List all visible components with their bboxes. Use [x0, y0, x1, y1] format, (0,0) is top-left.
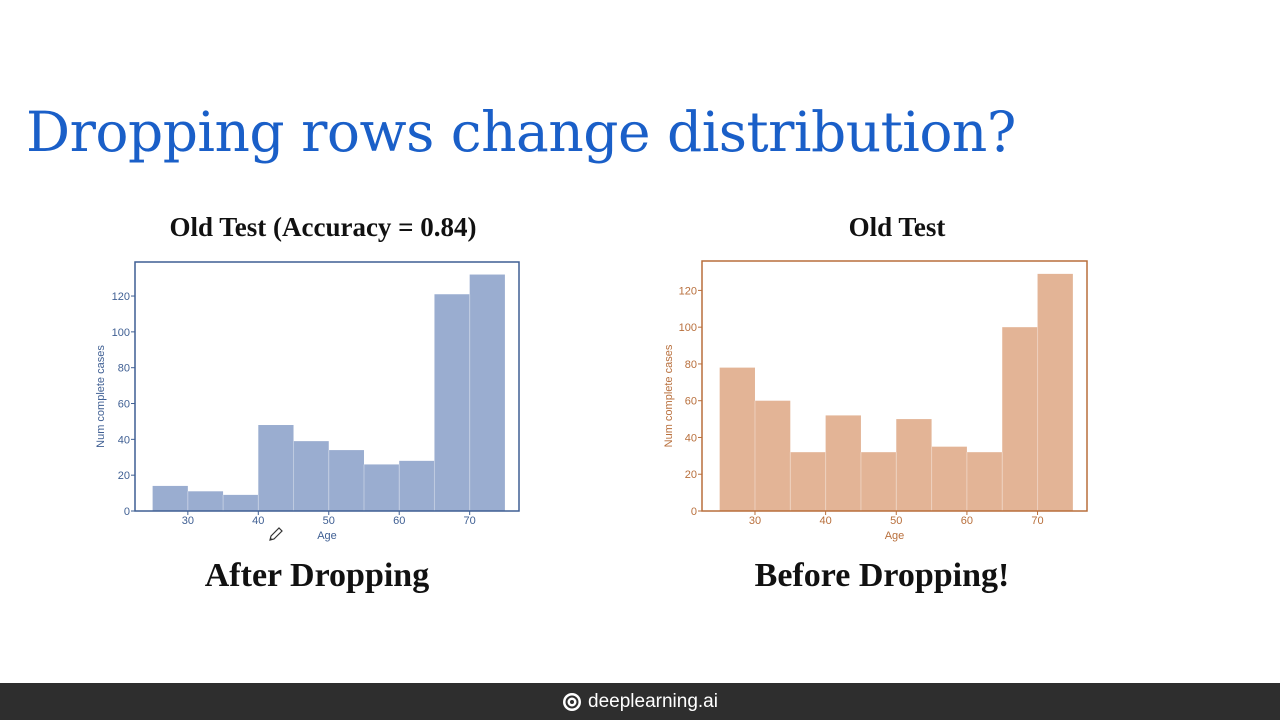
- histogram-bar: [790, 452, 826, 511]
- x-tick-label: 70: [1031, 515, 1043, 527]
- x-axis-label: Age: [317, 530, 337, 542]
- x-tick-label: 40: [252, 515, 264, 527]
- x-tick-label: 70: [464, 515, 476, 527]
- histogram-bar: [187, 491, 224, 511]
- caption-before-dropping: Before Dropping!: [754, 557, 1010, 594]
- x-tick-label: 60: [961, 515, 973, 527]
- slide-title: Dropping rows change distribution?: [26, 100, 1016, 164]
- plot-frame: [134, 261, 520, 512]
- histogram-bar: [966, 452, 1003, 511]
- histogram-bar: [399, 460, 435, 511]
- histogram-bar: [1002, 327, 1038, 511]
- y-tick-label: 60: [685, 396, 697, 408]
- chart-title-before: Old Test: [848, 212, 946, 242]
- y-tick-label: 120: [679, 285, 697, 297]
- y-axis-label: Num complete cases: [663, 344, 675, 447]
- pencil-cursor-icon: [269, 527, 283, 541]
- histogram-bar: [860, 452, 897, 511]
- y-tick-label: 0: [691, 506, 697, 518]
- y-tick-label: 80: [685, 359, 697, 371]
- y-tick-label: 0: [124, 506, 130, 518]
- y-tick-label: 20: [685, 469, 697, 481]
- y-tick-label: 120: [112, 291, 130, 303]
- footer-bar: deeplearning.ai: [0, 683, 1280, 720]
- histogram-bar: [825, 415, 861, 511]
- y-tick-label: 20: [118, 470, 130, 482]
- x-tick-label: 50: [890, 515, 902, 527]
- deeplearning-logo-icon: [563, 692, 582, 711]
- x-tick-label: 30: [182, 515, 194, 527]
- y-tick-label: 40: [685, 432, 697, 444]
- histogram-bar: [328, 450, 364, 511]
- x-tick-label: 30: [749, 515, 761, 527]
- histogram-bar: [293, 441, 329, 511]
- y-tick-label: 100: [679, 322, 697, 334]
- chart-title-after: Old Test (Accuracy = 0.84): [169, 212, 477, 242]
- caption-after-dropping: After Dropping: [204, 557, 430, 594]
- histogram-bar: [931, 446, 967, 511]
- x-tick-label: 60: [393, 515, 405, 527]
- histogram-bar: [719, 367, 755, 511]
- histogram-bar: [896, 419, 932, 511]
- histogram-bar: [363, 464, 400, 511]
- y-axis-label: Num complete cases: [95, 345, 107, 448]
- histogram-bar: [754, 400, 791, 511]
- plot-frame: [701, 260, 1088, 512]
- histogram-bar: [223, 494, 259, 511]
- x-tick-label: 50: [323, 515, 335, 527]
- histogram-bar: [258, 425, 294, 511]
- histogram-bar: [434, 294, 470, 511]
- histogram-bar: [1037, 273, 1073, 511]
- histogram-bar: [152, 485, 188, 511]
- x-axis-label: Age: [885, 530, 905, 542]
- histogram-bar: [469, 274, 505, 511]
- y-tick-label: 40: [118, 434, 130, 446]
- footer-brand: deeplearning.ai: [588, 690, 718, 712]
- y-tick-label: 80: [118, 363, 130, 375]
- x-tick-label: 40: [819, 515, 831, 527]
- y-tick-label: 100: [112, 327, 130, 339]
- y-tick-label: 60: [118, 399, 130, 411]
